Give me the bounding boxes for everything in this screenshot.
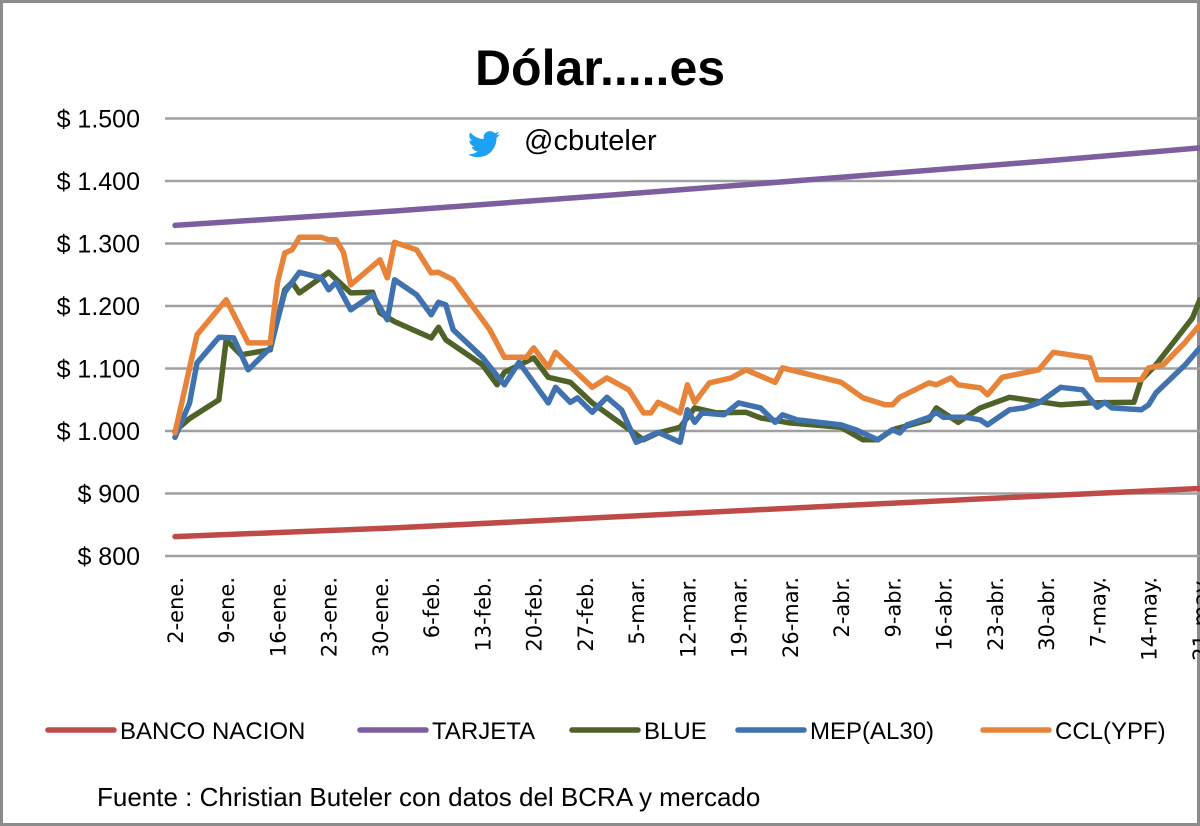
x-tick-label: 26-mar. — [779, 577, 803, 658]
legend-item: BLUE — [569, 718, 707, 745]
legend-label: BLUE — [644, 718, 707, 745]
x-tick-label: 27-feb. — [574, 577, 598, 652]
x-tick-label: 30-abr. — [1035, 577, 1059, 651]
series-lines — [172, 145, 1200, 540]
x-tick-label: 9-abr. — [881, 577, 905, 638]
x-tick-label: 13-feb. — [471, 577, 495, 652]
legend-label: BANCO NACION — [120, 718, 305, 745]
y-tick-label: $ 1.100 — [57, 356, 140, 384]
twitter-handle-text: @cbuteler — [524, 125, 657, 157]
y-tick-label: $ 1.200 — [57, 293, 140, 321]
y-tick-label: $ 900 — [77, 481, 140, 509]
x-tick-label: 23-abr. — [984, 577, 1008, 651]
x-tick-label: 12-mar. — [676, 577, 700, 658]
y-tick-label: $ 1.400 — [57, 168, 140, 196]
twitter-bird-icon — [468, 131, 500, 158]
series-line-ccl-ypf — [172, 234, 1200, 436]
x-tick-label: 23-ene. — [318, 577, 342, 657]
x-tick-label: 16-abr. — [933, 577, 957, 651]
x-tick-label: 9-ene. — [215, 577, 239, 644]
x-tick-label: 2-abr. — [830, 577, 854, 638]
series-line-mep-al30 — [172, 269, 1200, 446]
legend-item: TARJETA — [357, 718, 535, 745]
x-tick-label: 5-mar. — [625, 577, 649, 645]
legend-label: CCL(YPF) — [1055, 718, 1166, 745]
twitter-handle: @cbuteler — [468, 125, 657, 158]
source-footer: Fuente : Christian Buteler con datos del… — [97, 782, 760, 812]
x-tick-label: 2-ene. — [164, 577, 188, 644]
x-tick-label: 14-may. — [1138, 577, 1162, 661]
series-line-blue — [172, 269, 1200, 443]
legend-item: BANCO NACION — [45, 718, 305, 745]
legend-item: CCL(YPF) — [980, 718, 1166, 745]
legend: BANCO NACION TARJETA BLUE MEP(AL30) CCL(YPF) — [45, 718, 1166, 745]
x-tick-label: 6-feb. — [420, 577, 444, 638]
x-tick-label: 30-ene. — [369, 577, 393, 657]
y-tick-label: $ 1.300 — [57, 231, 140, 259]
y-tick-label: $ 1.000 — [57, 418, 140, 446]
gridlines — [165, 117, 1200, 558]
chart-title: Dólar.....es — [475, 40, 725, 96]
legend-label: MEP(AL30) — [810, 718, 934, 745]
x-tick-label: 21-may. — [1189, 577, 1200, 661]
series-line-banco-nacion — [172, 485, 1200, 540]
y-tick-label: $ 1.500 — [57, 106, 140, 134]
y-tick-label: $ 800 — [77, 543, 140, 571]
y-axis-ticks: $ 800 $ 900 $ 1.000 $ 1.100 $ 1.200 $ 1.300 $ … — [57, 106, 140, 572]
x-tick-label: 19-mar. — [728, 577, 752, 658]
legend-label: TARJETA — [432, 718, 535, 745]
x-tick-label: 16-ene. — [266, 577, 290, 657]
series-line-tarjeta — [172, 145, 1200, 229]
x-tick-label: 20-feb. — [523, 577, 547, 652]
x-axis-ticks: 2-ene. 9-ene. 16-ene. 23-ene. 30-ene. 6-feb. 1… — [164, 577, 1200, 661]
legend-item: MEP(AL30) — [735, 718, 934, 745]
x-tick-label: 7-may. — [1086, 577, 1110, 647]
